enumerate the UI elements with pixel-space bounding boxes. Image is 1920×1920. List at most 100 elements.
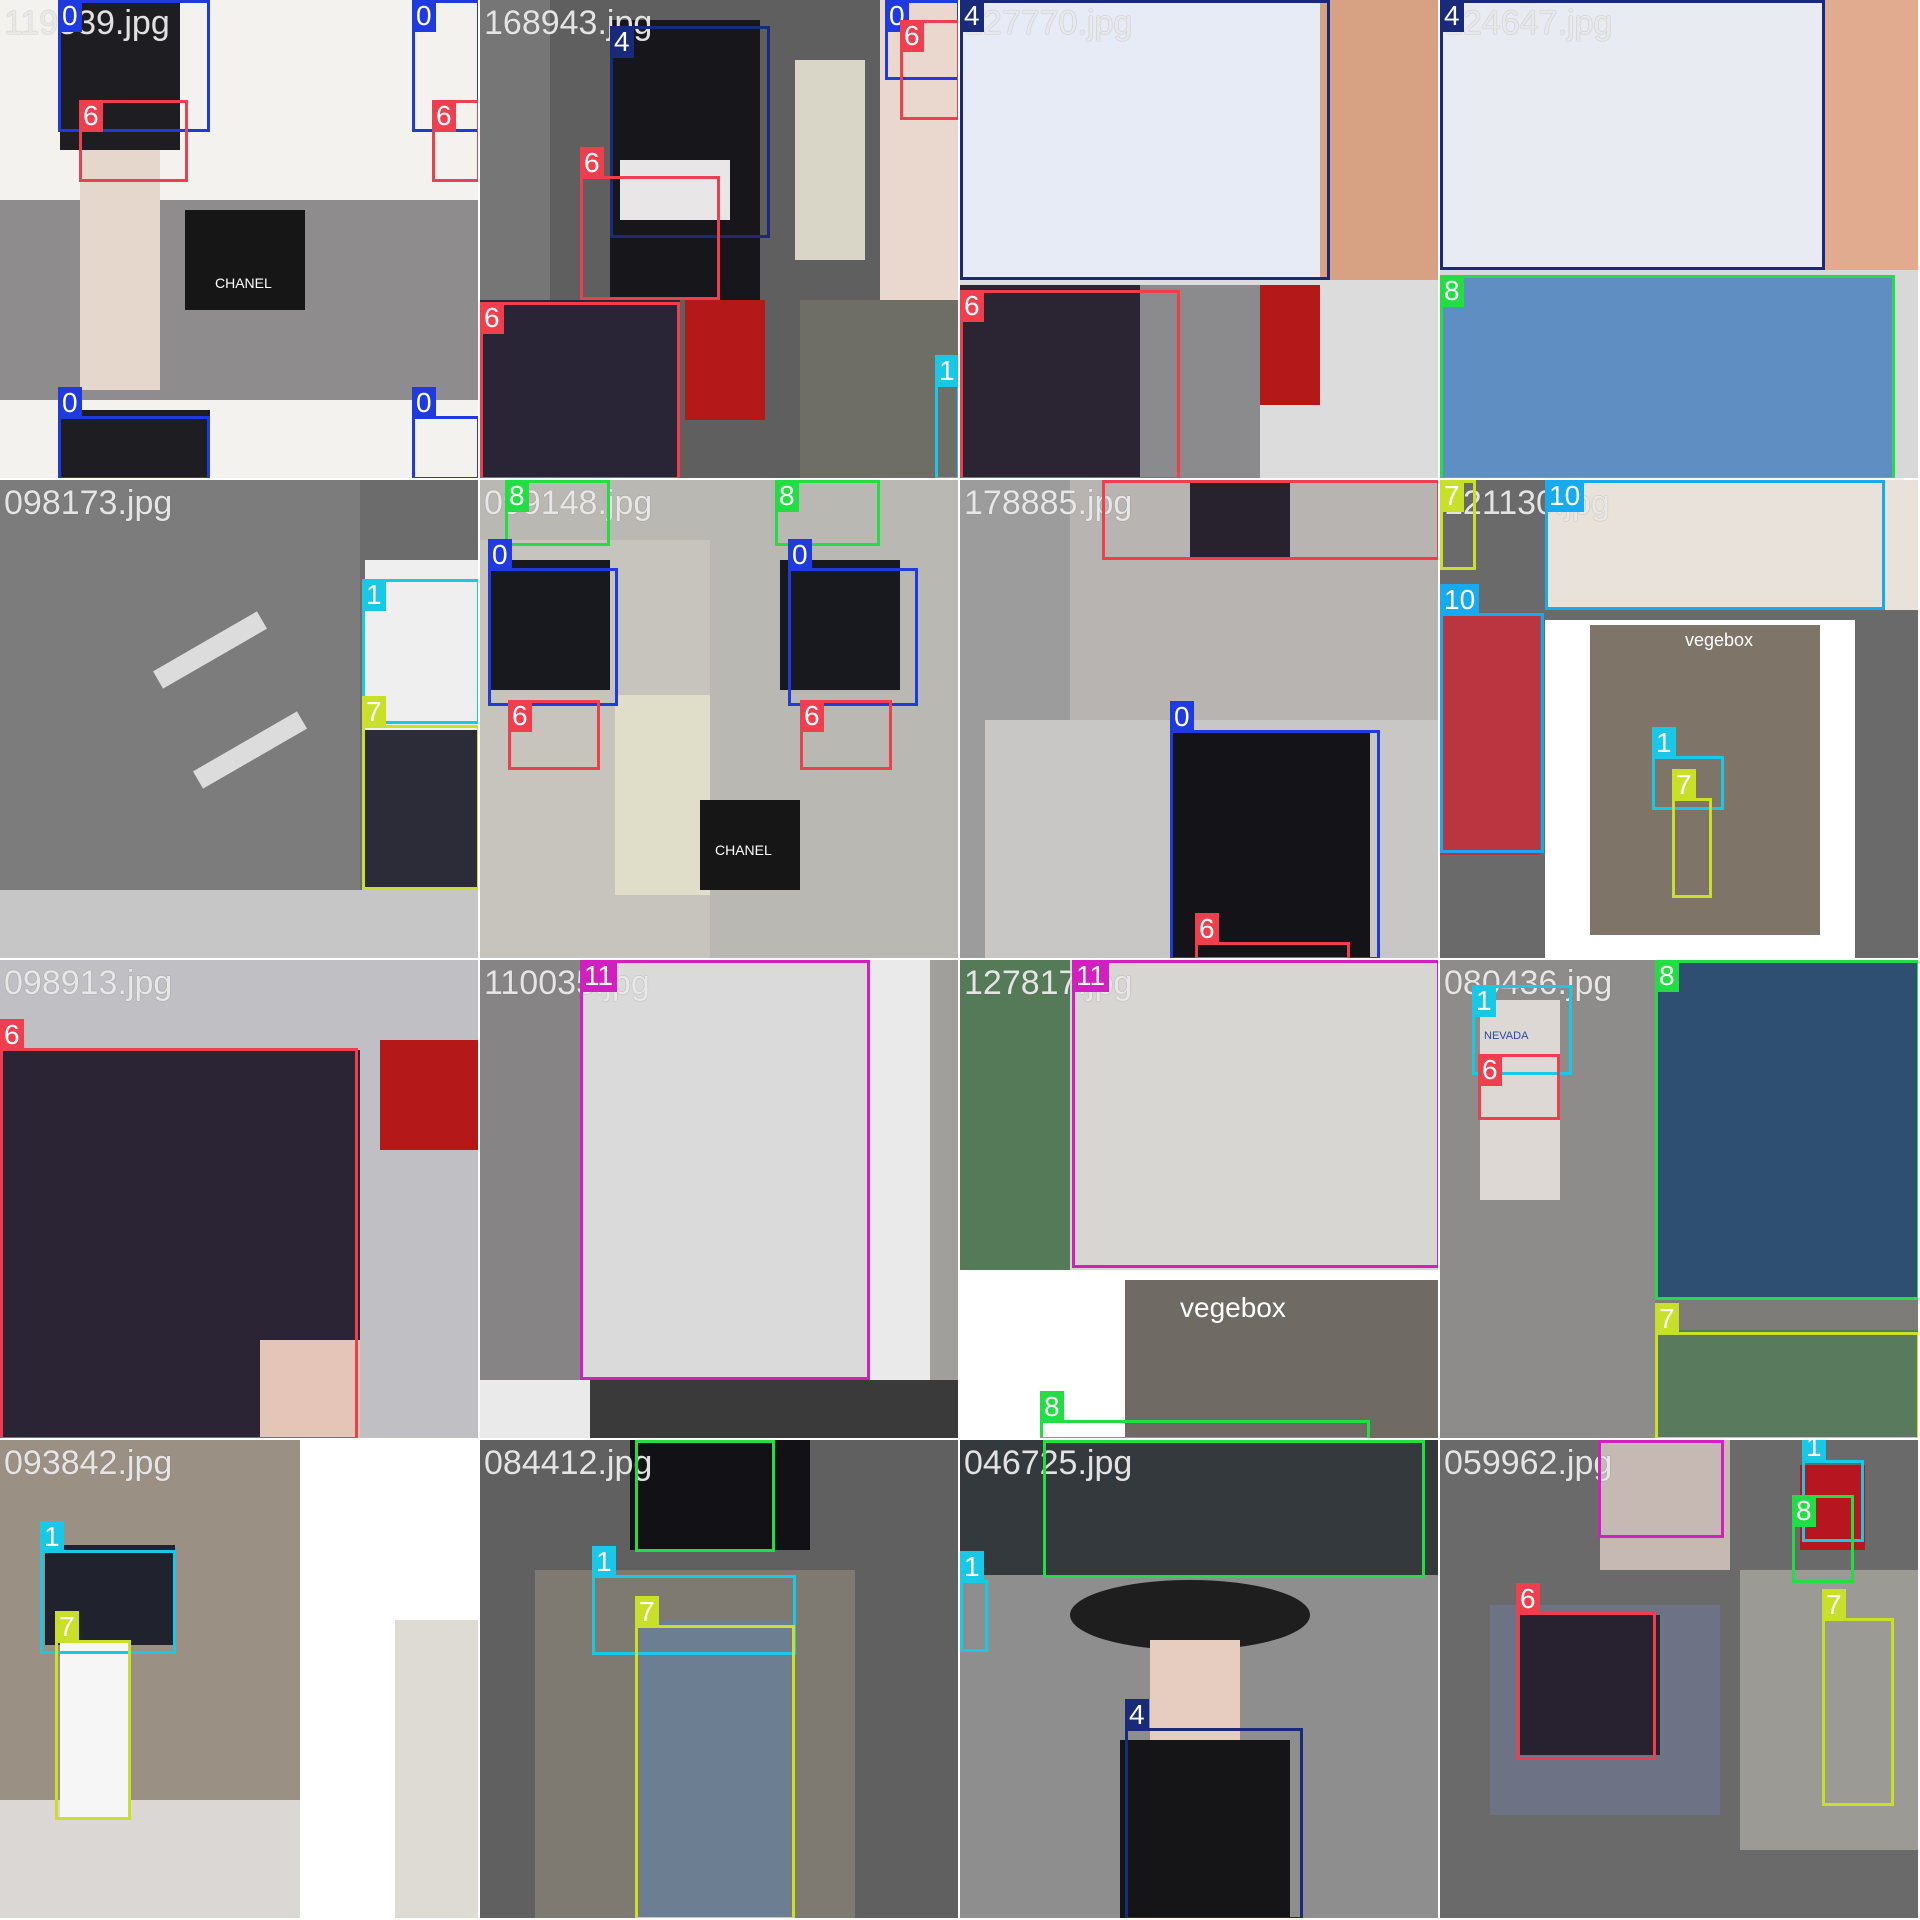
tile-110035[interactable]: 110035.jpg 11 [480, 960, 960, 1440]
bbox[interactable]: 6 [0, 1019, 358, 1438]
bbox-label: 8 [1792, 1495, 1816, 1527]
bbox[interactable]: 8 [1043, 1440, 1425, 1578]
bbox[interactable]: 6 [508, 700, 600, 770]
bbox[interactable]: 6 [1195, 913, 1350, 958]
tile-046725[interactable]: 046725.jpg 8 1 4 [960, 1440, 1440, 1920]
bbox-label: 6 [1195, 913, 1219, 945]
bbox[interactable]: 4 [1440, 0, 1825, 270]
bbox-label: 8 [1655, 960, 1679, 992]
tile-168943[interactable]: 168943.jpg 4 6 0 6 6 1 [480, 0, 960, 480]
bbox[interactable]: 8 [1792, 1495, 1854, 1583]
tile-099148[interactable]: CHANEL 099148.jpg 8 8 0 6 0 6 [480, 480, 960, 960]
tile-080436[interactable]: NEVADA 080436.jpg 1 6 8 7 [1440, 960, 1920, 1440]
bbox[interactable]: 0 [412, 387, 478, 478]
tile-178885[interactable]: 178885.jpg 6 0 6 [960, 480, 1440, 960]
bbox[interactable]: 1 [362, 579, 478, 724]
tile-121130[interactable]: vegebox 121130.jpg 7 10 10 1 7 [1440, 480, 1920, 960]
tile-filename: 093842.jpg [4, 1444, 173, 1482]
bbox[interactable]: 7 [1822, 1589, 1894, 1806]
bbox[interactable]: 7 [1672, 769, 1712, 898]
bbox[interactable]: 10 [1440, 584, 1544, 853]
bbox[interactable]: 6 [960, 290, 1180, 478]
bbox[interactable]: 8 [635, 1440, 775, 1552]
bbox-label: 6 [900, 20, 924, 52]
photo-scarf-top [1545, 480, 1918, 610]
photo-bag [700, 800, 800, 890]
photo-street [800, 300, 958, 478]
bbox[interactable]: 7 [1440, 480, 1476, 570]
bbox[interactable]: 4 [960, 0, 1330, 280]
bbox[interactable]: 6 [800, 700, 892, 770]
bbox[interactable]: 6 [480, 302, 680, 478]
photo-legs [80, 150, 160, 390]
bbox-label: 6 [1516, 1583, 1540, 1615]
bbox[interactable]: 6 [432, 100, 478, 182]
bbox[interactable]: 4 [610, 26, 770, 238]
tile-084412[interactable]: 084412.jpg 8 1 7 [480, 1440, 960, 1920]
bbox[interactable]: 0 [488, 539, 618, 706]
photo-top [1120, 1740, 1290, 1918]
bbox[interactable]: 8 [775, 480, 880, 546]
bbox[interactable]: 6 [79, 100, 188, 182]
tile-filename: 110035.jpg [484, 964, 650, 1002]
bbox[interactable]: 0 [58, 0, 210, 132]
bbox[interactable]: 11 [1598, 1440, 1724, 1538]
bbox[interactable]: 0 [788, 539, 918, 706]
bbox-label: 0 [58, 0, 82, 32]
bbox[interactable]: 1 [960, 1551, 988, 1652]
bbox[interactable]: 8 [1655, 960, 1918, 1300]
photo-red-chair [380, 1040, 478, 1150]
tile-093842[interactable]: 093842.jpg 1 7 [0, 1440, 480, 1920]
bbox-label: 6 [1478, 1054, 1502, 1086]
photo-skirt [480, 300, 680, 478]
bbox[interactable]: 6 [900, 20, 958, 120]
bbox[interactable]: 1 [935, 355, 958, 478]
bbox-label: 8 [505, 480, 529, 512]
tile-124647[interactable]: 124647.jpg 4 8 [1440, 0, 1920, 480]
bbox-label: 11 [580, 960, 618, 992]
tile-filename: 119539.jpg [4, 4, 170, 42]
shopping-bag-text: CHANEL [215, 275, 272, 291]
bbox[interactable]: 1 [1652, 727, 1724, 810]
bbox[interactable]: 6 [1516, 1583, 1656, 1760]
bbox[interactable]: 10 [1545, 480, 1885, 610]
bbox-label: 8 [1440, 275, 1464, 307]
bbox[interactable]: 6 [1102, 480, 1438, 560]
photo-ground [0, 1800, 300, 1918]
tile-059962[interactable]: 059962.jpg 11 1 8 6 7 [1440, 1440, 1920, 1920]
bbox-label: 0 [412, 387, 436, 419]
bbox[interactable]: 8 [1440, 275, 1895, 478]
bbox-label: 4 [960, 0, 984, 32]
bbox[interactable]: 0 [58, 387, 210, 478]
bbox-label: 1 [40, 1521, 64, 1553]
bbox[interactable]: 7 [55, 1611, 131, 1820]
tile-filename: 124647.jpg [1444, 4, 1613, 42]
bbox-label: 11 [1072, 960, 1110, 992]
photo-top [630, 1440, 810, 1550]
tile-098913[interactable]: 098913.jpg 6 [0, 960, 480, 1440]
tile-filename: 127770.jpg [964, 4, 1133, 42]
bbox[interactable]: 7 [1655, 1303, 1918, 1438]
bbox[interactable]: 1 [592, 1546, 796, 1655]
bbox[interactable]: 11 [580, 960, 870, 1380]
bbox-label: 10 [1440, 584, 1480, 616]
bbox[interactable]: 11 [1072, 960, 1438, 1268]
tile-127770[interactable]: 127770.jpg 4 6 [960, 0, 1440, 480]
photo-dress [1600, 1440, 1730, 1570]
bbox-label: 8 [1043, 1440, 1067, 1443]
photo-blouse [580, 960, 870, 1380]
bbox[interactable]: 7 [635, 1596, 795, 1918]
bbox[interactable]: 1 [40, 1521, 176, 1654]
photo-floor [1140, 285, 1260, 478]
bbox[interactable]: 8 [505, 480, 610, 546]
bbox[interactable]: 4 [1125, 1699, 1303, 1918]
bbox[interactable]: 1 [1472, 985, 1572, 1075]
bbox[interactable]: 6 [580, 147, 720, 300]
bbox[interactable]: 8 [1040, 1391, 1370, 1438]
tile-119539[interactable]: CHANEL 119539.jpg 0 6 0 6 0 0 [0, 0, 480, 480]
bbox[interactable]: 6 [1478, 1054, 1560, 1120]
tile-127817[interactable]: vegebox 127817.jpg 11 8 [960, 960, 1440, 1440]
photo-suitcase-left [615, 695, 710, 895]
tile-098173[interactable]: 098173.jpg 1 7 [0, 480, 480, 960]
bbox[interactable]: 7 [362, 696, 478, 890]
